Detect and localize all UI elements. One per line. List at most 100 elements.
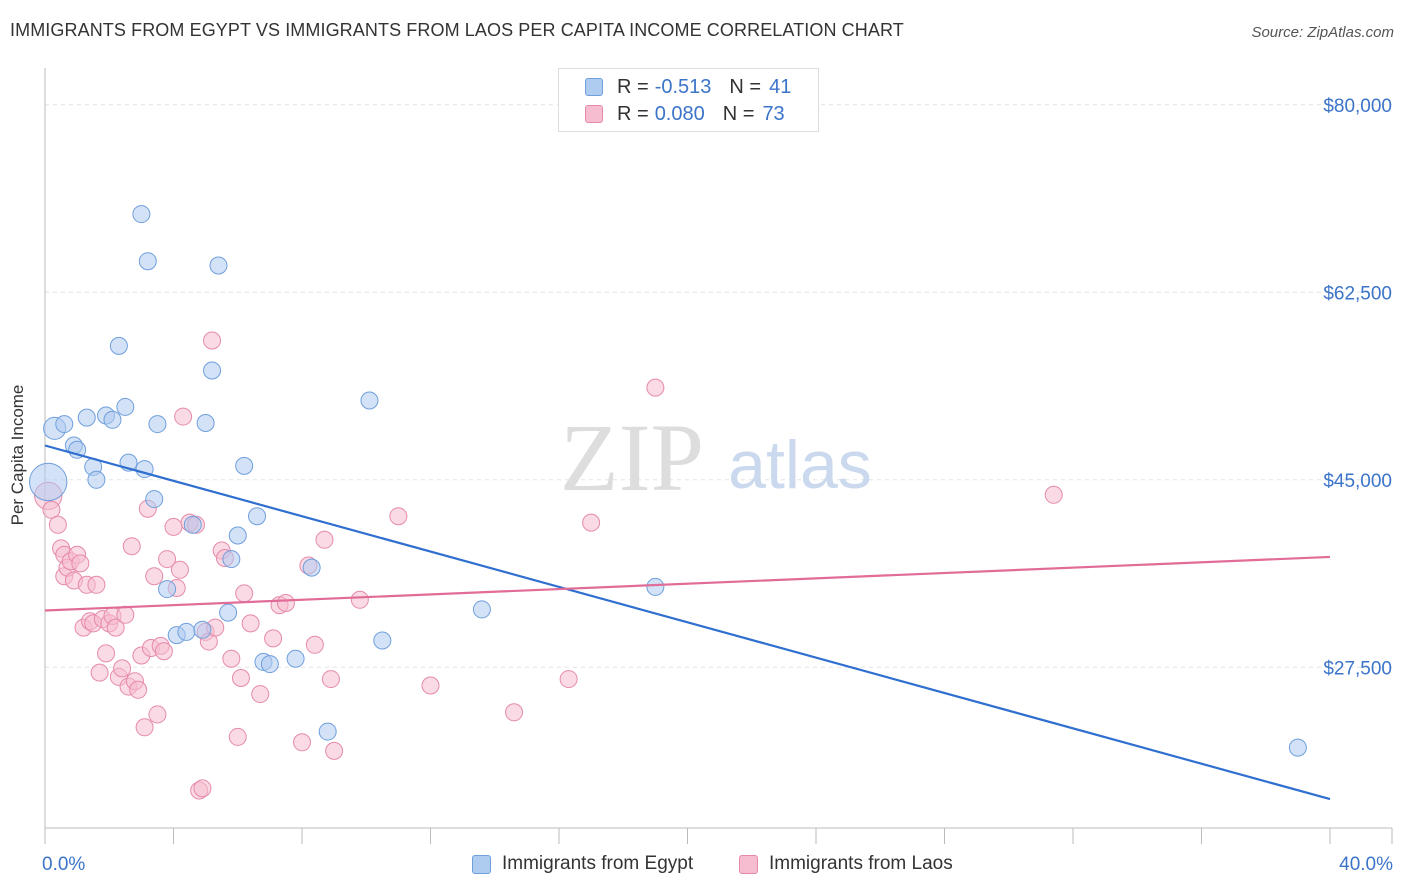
trend-lines bbox=[44, 444, 1331, 801]
legend-n-value-egypt: 41 bbox=[769, 75, 792, 98]
bottom-legend-egypt: Immigrants from Egypt bbox=[472, 852, 693, 876]
x-tick-label: 0.0% bbox=[42, 854, 85, 875]
legend-row-egypt: R = -0.513 N = 41 bbox=[585, 75, 791, 99]
laos-point bbox=[97, 644, 116, 663]
watermark: ZIP atlas bbox=[560, 404, 872, 511]
watermark-atlas: atlas bbox=[728, 427, 872, 503]
egypt-point bbox=[235, 456, 254, 475]
laos-point bbox=[174, 407, 193, 426]
laos-point bbox=[87, 575, 106, 594]
laos-point bbox=[203, 331, 222, 350]
legend-row-laos: R = 0.080 N = 73 bbox=[585, 102, 785, 126]
egypt-point bbox=[29, 462, 68, 502]
egypt-point bbox=[116, 397, 135, 416]
laos-point bbox=[321, 670, 340, 689]
legend-swatch-laos bbox=[585, 105, 603, 123]
legend-n-label: N = bbox=[729, 75, 762, 98]
laos-point bbox=[559, 670, 578, 689]
laos-point bbox=[145, 567, 164, 586]
egypt-point bbox=[145, 490, 164, 509]
egypt-point bbox=[132, 205, 151, 224]
y-tick-label: $62,500 bbox=[1323, 283, 1392, 304]
egypt-point bbox=[302, 558, 321, 577]
laos-point bbox=[251, 685, 270, 704]
laos-point bbox=[231, 669, 250, 687]
laos-point bbox=[325, 741, 344, 760]
laos-point bbox=[106, 618, 125, 637]
laos-point bbox=[235, 584, 254, 603]
y-tick-label: $80,000 bbox=[1323, 96, 1392, 117]
y-axis-label: Per Capita Income bbox=[8, 384, 27, 526]
laos-point bbox=[293, 733, 311, 752]
egypt-trend-line bbox=[44, 444, 1331, 801]
egypt-point bbox=[109, 336, 128, 355]
egypt-point bbox=[222, 550, 241, 569]
egypt-point bbox=[103, 410, 122, 429]
egypt-point bbox=[148, 415, 167, 434]
chart-title: IMMIGRANTS FROM EGYPT VS IMMIGRANTS FROM… bbox=[10, 20, 904, 40]
laos-point bbox=[135, 718, 154, 737]
laos-point bbox=[170, 560, 189, 579]
laos-point bbox=[113, 659, 132, 678]
laos-point bbox=[48, 515, 67, 534]
bottom-legend-label-laos: Immigrants from Laos bbox=[769, 853, 953, 874]
series-laos-points bbox=[34, 331, 1063, 800]
bottom-legend-swatch-egypt bbox=[472, 854, 491, 874]
laos-point bbox=[228, 727, 247, 746]
laos-point bbox=[129, 680, 148, 699]
laos-point bbox=[315, 530, 334, 549]
bottom-legend-label-egypt: Immigrants from Egypt bbox=[502, 853, 694, 874]
egypt-point bbox=[472, 600, 491, 619]
laos-point bbox=[154, 642, 173, 661]
x-tick-label: 40.0% bbox=[1339, 854, 1393, 875]
egypt-point bbox=[286, 649, 305, 668]
egypt-point bbox=[228, 526, 247, 545]
laos-point bbox=[276, 594, 295, 612]
correlation-legend: R = -0.513 N = 41 R = 0.080 N = 73 bbox=[558, 68, 819, 132]
bottom-legend-laos: Immigrants from Laos bbox=[739, 852, 953, 876]
laos-point bbox=[90, 663, 109, 682]
axes bbox=[44, 68, 1393, 844]
laos-point bbox=[71, 554, 90, 573]
laos-point bbox=[264, 629, 283, 648]
laos-trend-line bbox=[44, 555, 1331, 612]
laos-point bbox=[305, 635, 324, 654]
laos-point bbox=[122, 537, 141, 556]
laos-point bbox=[1044, 485, 1063, 504]
egypt-point bbox=[646, 577, 665, 596]
legend-r-label: R = bbox=[617, 75, 649, 98]
legend-n-label: N = bbox=[722, 102, 755, 125]
legend-r-value-egypt: -0.513 bbox=[654, 75, 712, 98]
egypt-point bbox=[138, 252, 157, 271]
egypt-point bbox=[373, 631, 392, 650]
laos-point bbox=[158, 550, 177, 569]
egypt-point bbox=[203, 361, 222, 380]
laos-point bbox=[421, 676, 440, 695]
legend-r-label: R = bbox=[617, 102, 649, 125]
egypt-point bbox=[318, 722, 337, 741]
laos-point bbox=[241, 614, 260, 633]
egypt-point bbox=[55, 415, 74, 434]
bottom-legend-swatch-laos bbox=[739, 854, 758, 874]
laos-point bbox=[389, 507, 408, 526]
legend-n-value-laos: 73 bbox=[762, 102, 785, 125]
egypt-point bbox=[209, 256, 228, 275]
y-tick-label: $27,500 bbox=[1323, 658, 1392, 679]
laos-point bbox=[582, 513, 601, 532]
laos-point bbox=[164, 517, 183, 536]
laos-point bbox=[505, 703, 524, 722]
egypt-point bbox=[360, 391, 379, 410]
egypt-point bbox=[260, 655, 279, 674]
laos-point bbox=[222, 649, 241, 668]
laos-point bbox=[646, 378, 665, 397]
series-egypt-points bbox=[29, 205, 1307, 757]
legend-swatch-egypt bbox=[585, 78, 603, 96]
laos-point bbox=[116, 605, 135, 624]
egypt-point bbox=[219, 603, 238, 622]
source-label: Source: ZipAtlas.com bbox=[1251, 24, 1394, 41]
y-tick-label: $45,000 bbox=[1323, 471, 1392, 492]
tick-labels: $27,500 $45,000 $62,500 $80,000 0.0% 40.0% bbox=[42, 96, 1393, 875]
egypt-point bbox=[77, 408, 96, 427]
egypt-point bbox=[87, 470, 106, 489]
